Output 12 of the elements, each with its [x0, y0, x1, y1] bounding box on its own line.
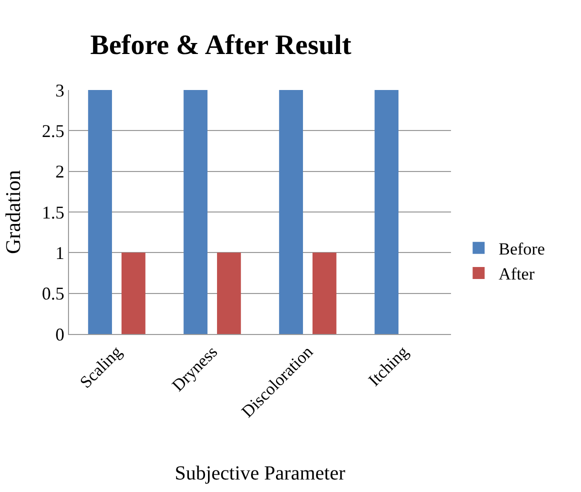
y-tick-label: 1.5: [42, 202, 64, 222]
legend-label: Before: [498, 239, 545, 258]
y-tick-label: 0.5: [42, 284, 64, 304]
y-tick-label: 2: [55, 162, 64, 182]
y-axis-title: Gradation: [1, 170, 26, 254]
x-axis-title: Subjective Parameter: [174, 462, 346, 485]
y-tick-label: 1: [55, 242, 64, 263]
chart-title: Before & After Result: [90, 30, 352, 62]
y-tick-label: 0: [55, 324, 64, 344]
y-tick-label: 3: [55, 80, 64, 100]
legend-label: After: [498, 264, 535, 284]
y-tick-label: 2.5: [42, 120, 64, 141]
